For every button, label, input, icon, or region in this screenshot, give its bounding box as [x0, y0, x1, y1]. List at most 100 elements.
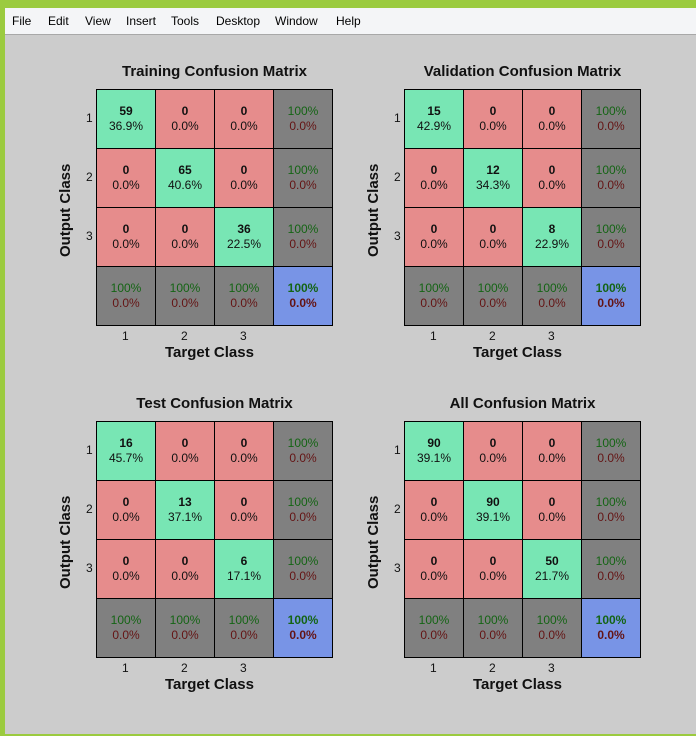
- cell-percent: 40.6%: [167, 178, 203, 192]
- accuracy-percent: 100%: [228, 613, 260, 627]
- accuracy-percent: 100%: [418, 281, 450, 295]
- cell-percent: 0.0%: [171, 119, 199, 133]
- cell-percent: 0.0%: [171, 451, 199, 465]
- accuracy-percent: 100%: [169, 613, 201, 627]
- row-summary-cell: 100% 0.0%: [274, 208, 332, 266]
- overall-accuracy-cell: 100% 0.0%: [582, 267, 640, 325]
- cell-percent: 45.7%: [108, 451, 144, 465]
- col-summary-cell: 100% 0.0%: [464, 599, 522, 657]
- cell-percent: 0.0%: [420, 569, 448, 583]
- row-summary-cell: 100% 0.0%: [582, 540, 640, 598]
- cell-count: 0: [240, 163, 248, 177]
- x-tick: 2: [181, 329, 188, 343]
- menu-tools[interactable]: Tools: [171, 14, 200, 28]
- x-axis-label: Target Class: [473, 676, 562, 693]
- menu-view[interactable]: View: [85, 14, 111, 28]
- matrix-title: Validation Confusion Matrix: [423, 63, 622, 80]
- y-axis-label: Output Class: [57, 495, 74, 589]
- accuracy-percent: 100%: [595, 163, 627, 177]
- cell-percent: 0.0%: [538, 451, 566, 465]
- col-summary-cell: 100% 0.0%: [156, 599, 214, 657]
- cell-percent: 0.0%: [112, 178, 140, 192]
- menu-desktop[interactable]: Desktop: [216, 14, 261, 28]
- x-axis-label: Target Class: [473, 344, 562, 361]
- col-summary-cell: 100% 0.0%: [523, 599, 581, 657]
- matrix-cell: 59 36.9%: [97, 90, 155, 148]
- y-tick: 3: [86, 229, 93, 243]
- matrix-title: Test Confusion Matrix: [136, 395, 293, 412]
- cell-count: 0: [489, 554, 497, 568]
- x-tick: 3: [548, 661, 555, 675]
- y-tick: 3: [394, 229, 401, 243]
- error-percent: 0.0%: [479, 296, 507, 310]
- y-tick: 1: [86, 111, 93, 125]
- overall-accuracy-cell: 100% 0.0%: [274, 267, 332, 325]
- matrix-cell: 50 21.7%: [523, 540, 581, 598]
- x-tick: 1: [122, 329, 129, 343]
- matrix-cell: 0 0.0%: [523, 90, 581, 148]
- menu-file[interactable]: File: [12, 14, 32, 28]
- matrix-cell: 0 0.0%: [523, 481, 581, 539]
- cell-count: 50: [545, 554, 559, 568]
- accuracy-percent: 100%: [169, 281, 201, 295]
- cell-count: 0: [430, 222, 438, 236]
- row-summary-cell: 100% 0.0%: [274, 422, 332, 480]
- y-tick: 2: [86, 502, 93, 516]
- menu-bar: File Edit View Insert Tools Desktop Wind…: [5, 8, 696, 35]
- matrix-cell: 90 39.1%: [464, 481, 522, 539]
- cell-count: 0: [548, 495, 556, 509]
- accuracy-percent: 100%: [536, 281, 568, 295]
- cell-percent: 0.0%: [112, 510, 140, 524]
- matrix-cell: 36 22.5%: [215, 208, 273, 266]
- menu-help[interactable]: Help: [336, 14, 361, 28]
- cell-percent: 0.0%: [420, 237, 448, 251]
- cell-count: 12: [486, 163, 500, 177]
- y-axis-label: Output Class: [365, 163, 382, 257]
- cell-count: 6: [240, 554, 248, 568]
- accuracy-percent: 100%: [595, 281, 627, 295]
- menu-edit[interactable]: Edit: [48, 14, 69, 28]
- x-tick: 1: [430, 329, 437, 343]
- matrix-cell: 13 37.1%: [156, 481, 214, 539]
- accuracy-percent: 100%: [228, 281, 260, 295]
- col-summary-cell: 100% 0.0%: [97, 267, 155, 325]
- y-axis-label: Output Class: [57, 163, 74, 257]
- x-tick: 3: [240, 661, 247, 675]
- x-tick: 2: [181, 661, 188, 675]
- matrix-cell: 0 0.0%: [215, 422, 273, 480]
- col-summary-cell: 100% 0.0%: [215, 599, 273, 657]
- cell-count: 0: [548, 104, 556, 118]
- menu-window[interactable]: Window: [275, 14, 318, 28]
- matrix-cell: 0 0.0%: [97, 208, 155, 266]
- error-percent: 0.0%: [597, 237, 625, 251]
- error-percent: 0.0%: [112, 628, 140, 642]
- col-summary-cell: 100% 0.0%: [97, 599, 155, 657]
- accuracy-percent: 100%: [595, 222, 627, 236]
- cell-percent: 0.0%: [538, 178, 566, 192]
- cell-percent: 36.9%: [108, 119, 144, 133]
- error-percent: 0.0%: [289, 178, 317, 192]
- menu-insert[interactable]: Insert: [126, 14, 157, 28]
- cell-percent: 0.0%: [171, 237, 199, 251]
- error-percent: 0.0%: [171, 628, 199, 642]
- cell-count: 65: [178, 163, 192, 177]
- cell-percent: 0.0%: [479, 569, 507, 583]
- col-summary-cell: 100% 0.0%: [464, 267, 522, 325]
- cell-percent: 39.1%: [475, 510, 511, 524]
- cell-count: 0: [122, 163, 130, 177]
- x-tick: 2: [489, 329, 496, 343]
- accuracy-percent: 100%: [536, 613, 568, 627]
- accuracy-percent: 100%: [477, 613, 509, 627]
- x-tick: 1: [122, 661, 129, 675]
- col-summary-cell: 100% 0.0%: [215, 267, 273, 325]
- accuracy-percent: 100%: [287, 104, 319, 118]
- y-tick: 2: [394, 170, 401, 184]
- overall-accuracy-cell: 100% 0.0%: [582, 599, 640, 657]
- cell-count: 0: [489, 436, 497, 450]
- cell-count: 0: [240, 104, 248, 118]
- matrix-cell: 6 17.1%: [215, 540, 273, 598]
- row-summary-cell: 100% 0.0%: [274, 90, 332, 148]
- cell-count: 0: [240, 436, 248, 450]
- row-summary-cell: 100% 0.0%: [274, 481, 332, 539]
- error-percent: 0.0%: [597, 119, 625, 133]
